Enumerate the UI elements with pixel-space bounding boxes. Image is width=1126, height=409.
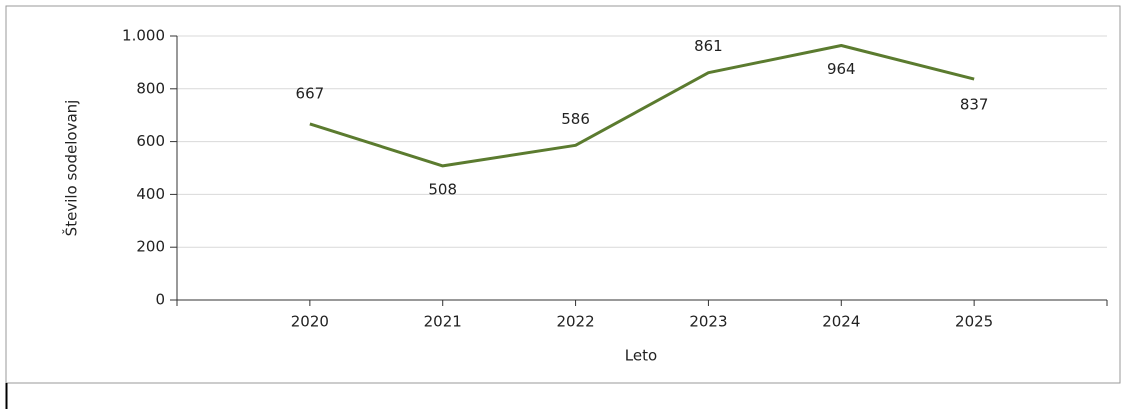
line	[309, 44, 975, 168]
x-tick-label: 2020	[291, 313, 329, 331]
data-label: 586	[561, 110, 590, 128]
data-label: 508	[428, 180, 457, 198]
data-label: 861	[694, 37, 723, 55]
y-tick-label: 600	[136, 132, 165, 150]
data-label: 837	[960, 96, 989, 114]
x-axis-label: Leto	[625, 347, 657, 365]
y-axis-label: Število sodelovanj	[62, 100, 81, 237]
x-tick-label: 2023	[689, 313, 727, 331]
y-tick-label: 800	[136, 79, 165, 97]
x-tick-label: 2022	[556, 313, 594, 331]
y-tick-label: 1.000	[122, 27, 165, 45]
y-tick-label: 0	[155, 291, 165, 309]
data-label: 667	[296, 84, 325, 102]
x-tick-label: 2021	[424, 313, 462, 331]
x-tick-label: 2025	[955, 313, 993, 331]
y-tick-label: 400	[136, 185, 165, 203]
y-tick-label: 200	[136, 238, 165, 256]
frame	[5, 5, 1121, 384]
data-label: 964	[827, 60, 856, 78]
x-tick-label: 2024	[822, 313, 860, 331]
